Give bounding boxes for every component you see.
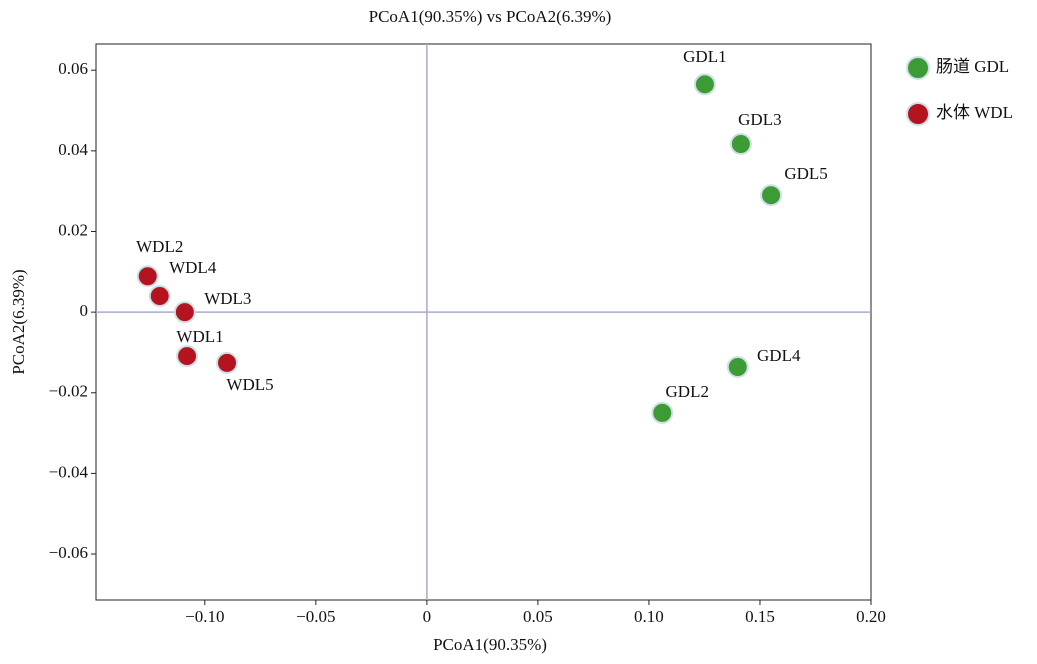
point-label: WDL4 <box>169 258 217 277</box>
y-axis-label: PCoA2(6.39%) <box>9 269 28 374</box>
point <box>176 345 199 368</box>
y-tick-label: 0.04 <box>58 140 88 159</box>
x-tick-label: −0.05 <box>296 607 335 626</box>
x-tick-label: 0.05 <box>523 607 553 626</box>
point-label: WDL1 <box>176 327 223 346</box>
point <box>693 73 716 96</box>
legend-label: 水体 WDL <box>936 103 1013 122</box>
point-label: WDL3 <box>204 289 251 308</box>
x-tick-label: −0.10 <box>185 607 224 626</box>
point-label: GDL5 <box>784 164 827 183</box>
x-axis-label: PCoA1(90.35%) <box>433 635 547 654</box>
y-tick-label: −0.06 <box>49 543 88 562</box>
x-tick-label: 0.15 <box>745 607 775 626</box>
point-label: GDL4 <box>757 346 801 365</box>
x-tick-label: 0.20 <box>856 607 886 626</box>
point <box>173 301 196 324</box>
point <box>216 351 239 374</box>
y-tick-label: 0.02 <box>58 220 88 239</box>
point-label: GDL2 <box>666 382 709 401</box>
point <box>148 284 171 307</box>
point-label: GDL1 <box>683 47 726 66</box>
y-tick-label: −0.04 <box>49 462 89 481</box>
legend-label: 肠道 GDL <box>936 57 1009 76</box>
legend-marker <box>906 102 930 126</box>
y-tick-label: 0.06 <box>58 59 88 78</box>
point <box>651 401 674 424</box>
point <box>136 265 159 288</box>
point <box>760 184 783 207</box>
point-label: WDL2 <box>136 237 183 256</box>
x-tick-label: 0 <box>423 607 432 626</box>
y-tick-label: 0 <box>80 301 89 320</box>
plot-frame <box>95 43 872 601</box>
point-label: WDL5 <box>226 375 273 394</box>
legend-marker <box>906 56 930 80</box>
point-label: GDL3 <box>738 110 781 129</box>
chart-title: PCoA1(90.35%) vs PCoA2(6.39%) <box>369 7 612 26</box>
y-tick-label: −0.02 <box>49 382 88 401</box>
x-tick-label: 0.10 <box>634 607 664 626</box>
point <box>729 132 752 155</box>
point <box>726 355 749 378</box>
